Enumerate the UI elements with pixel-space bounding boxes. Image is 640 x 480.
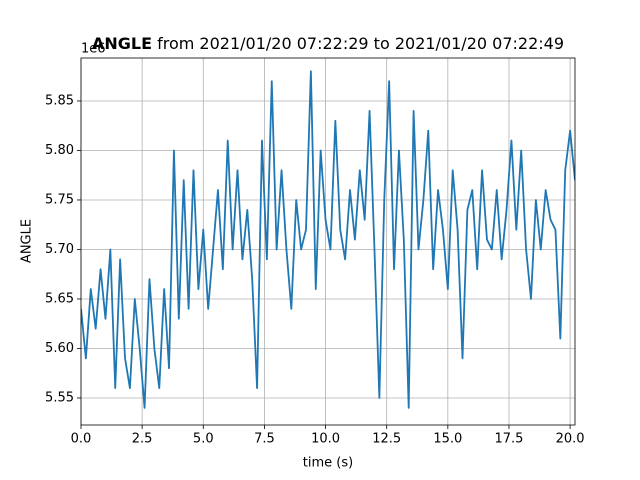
data-line — [81, 70, 575, 409]
title-text: from 2021/01/20 07:22:29 to 2021/01/20 0… — [157, 34, 564, 53]
y-tick-label: 5.75 — [45, 192, 74, 207]
x-tick-label: 17.5 — [494, 432, 523, 447]
y-offset-label: 1e6 — [81, 42, 106, 57]
x-tick-label: 20.0 — [556, 432, 585, 447]
x-tick-label: 15.0 — [433, 432, 462, 447]
x-tick-label: 12.5 — [372, 432, 401, 447]
plot-frame — [80, 57, 576, 426]
y-tick-label: 5.65 — [45, 291, 74, 306]
chart-title: ANGLE from 2021/01/20 07:22:29 to 2021/0… — [92, 34, 564, 53]
x-tick-label: 5.0 — [193, 432, 214, 447]
y-tick-label: 5.55 — [45, 390, 74, 405]
y-tick-label: 5.60 — [45, 341, 74, 356]
y-axis-label: ANGLE — [20, 219, 35, 263]
x-tick-label: 0.0 — [71, 432, 92, 447]
title-bold: ANGLE — [92, 34, 152, 53]
x-tick-label: 10.0 — [311, 432, 340, 447]
x-tick-label: 7.5 — [254, 432, 275, 447]
y-tick-label: 5.80 — [45, 143, 74, 158]
x-axis-label: time (s) — [303, 456, 353, 471]
y-tick-label: 5.70 — [45, 242, 74, 257]
y-tick-label: 5.85 — [45, 93, 74, 108]
x-tick-label: 2.5 — [132, 432, 153, 447]
